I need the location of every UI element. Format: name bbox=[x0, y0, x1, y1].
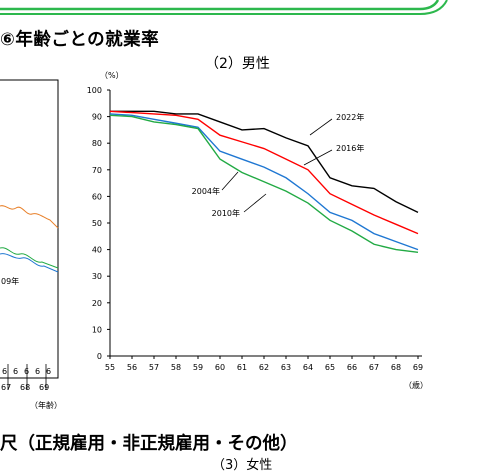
x-tick-label: 63 bbox=[281, 363, 291, 372]
y-tick-label: 20 bbox=[92, 299, 102, 308]
y-tick-label: 30 bbox=[92, 272, 102, 281]
x-tick-label: 68 bbox=[391, 363, 401, 372]
left-series-label: 09年 bbox=[1, 276, 19, 286]
x-tick-label: 66 bbox=[347, 363, 357, 372]
legend-leader-line bbox=[309, 118, 333, 136]
left-chart-frame bbox=[0, 79, 59, 379]
x-tick-label: 64 bbox=[303, 363, 313, 372]
y-tick-label: 50 bbox=[92, 219, 102, 228]
banner-decoration bbox=[0, 0, 448, 15]
y-tick-label: 40 bbox=[92, 246, 102, 255]
y-tick-label: 70 bbox=[92, 166, 102, 175]
left-series-green bbox=[0, 247, 59, 269]
x-tick-label: 55 bbox=[105, 363, 115, 372]
series-line-2010 bbox=[109, 113, 419, 251]
y-axis-unit: （%） bbox=[100, 71, 124, 80]
x-tick-label: 69 bbox=[413, 363, 423, 372]
series-line-2022 bbox=[110, 110, 419, 213]
banner-border bbox=[0, 0, 440, 11]
main-chart: （%） 0 10 20 30 40 50 60 70 80 90 100 55 56 57 58 59 60 6… bbox=[87, 71, 428, 390]
y-tick-label: 80 bbox=[92, 139, 102, 148]
x-tick-label: 60 bbox=[215, 363, 225, 372]
series-line-2004 bbox=[109, 114, 419, 253]
bottom-subtitle-partial: （3）女性 bbox=[212, 458, 273, 473]
left-tick-fragment: 6 bbox=[13, 367, 18, 376]
legend-leader-line bbox=[303, 149, 333, 166]
x-tick-label: 61 bbox=[237, 363, 247, 372]
banner-border-outer bbox=[0, 0, 448, 15]
series-line-2016 bbox=[109, 110, 419, 235]
x-tick-label: 57 bbox=[149, 363, 159, 372]
legend-label: 2010年 bbox=[212, 208, 240, 218]
left-tick-label: 67 bbox=[1, 383, 11, 392]
left-chart-partial: 09年 6 6 6 6 667 68 69 （年齢） bbox=[0, 79, 62, 410]
legend-label: 2016年 bbox=[336, 143, 364, 153]
left-series-orange bbox=[0, 205, 59, 229]
left-xunit: （年齢） bbox=[30, 400, 62, 410]
x-tick-label: 56 bbox=[127, 363, 137, 372]
left-tick-fragment: 6 bbox=[2, 367, 7, 376]
left-tick-label: 68 bbox=[20, 383, 30, 392]
left-series-blue bbox=[0, 253, 59, 273]
left-tick-fragment: 6 bbox=[35, 367, 40, 376]
legend-leader-line bbox=[221, 171, 239, 191]
x-tick-label: 59 bbox=[193, 363, 203, 372]
left-tick-fragment: 6 bbox=[24, 367, 29, 376]
x-tick-label: 65 bbox=[325, 363, 335, 372]
left-tick-label: 69 bbox=[39, 383, 49, 392]
y-tick-label: 60 bbox=[92, 192, 102, 201]
page-heading: ⑥年齢ごとの就業率 bbox=[0, 30, 160, 50]
legend-label: 2004年 bbox=[192, 186, 220, 196]
legend-leader-line bbox=[243, 193, 267, 213]
y-tick-label: 0 bbox=[97, 352, 102, 361]
x-tick-label: 62 bbox=[259, 363, 269, 372]
left-tick-fragment: 6 bbox=[46, 367, 51, 376]
legend-label: 2022年 bbox=[336, 112, 364, 122]
y-tick-label: 90 bbox=[92, 113, 102, 122]
bottom-section-heading: 尺（正規雇用・非正規雇用・その他） bbox=[0, 434, 298, 454]
chart-subtitle: （2）男性 bbox=[205, 56, 270, 72]
x-tick-label: 67 bbox=[369, 363, 379, 372]
y-tick-label: 10 bbox=[92, 325, 102, 334]
y-tick-label: 100 bbox=[87, 86, 102, 95]
x-tick-label: 58 bbox=[171, 363, 181, 372]
x-axis-unit: （歳） bbox=[404, 380, 428, 390]
